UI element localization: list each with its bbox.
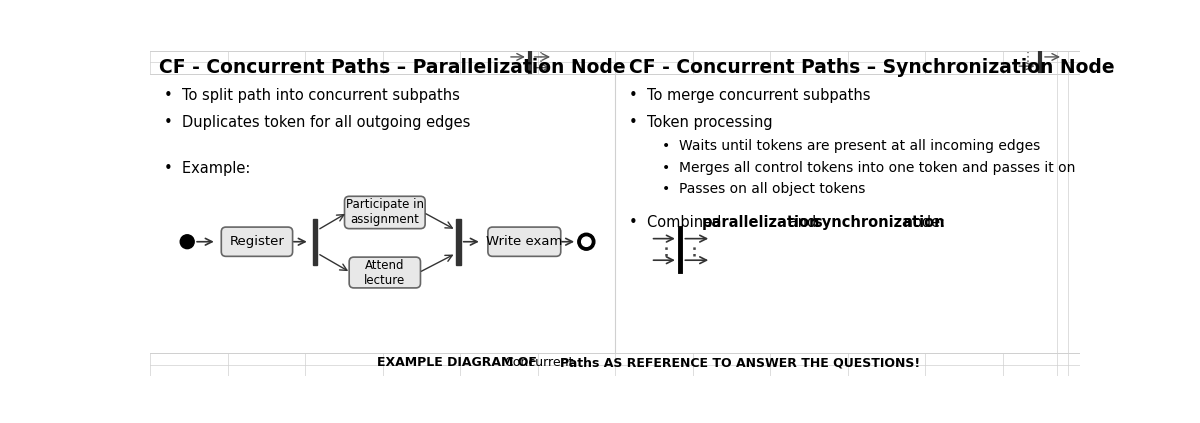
Text: Attend
lecture: Attend lecture	[365, 258, 406, 286]
Text: node:: node:	[899, 215, 944, 230]
Text: •  Token processing: • Token processing	[629, 115, 773, 130]
Text: CF - Concurrent Paths – Parallelization Node: CF - Concurrent Paths – Parallelization …	[160, 58, 626, 77]
Bar	[313, 219, 317, 265]
Text: •  Combined: • Combined	[629, 215, 726, 230]
Text: •  Waits until tokens are present at all incoming edges: • Waits until tokens are present at all …	[661, 139, 1039, 153]
Text: CF - Concurrent Paths – Synchronization Node: CF - Concurrent Paths – Synchronization …	[629, 58, 1115, 77]
Text: •  Passes on all object tokens: • Passes on all object tokens	[661, 182, 865, 196]
Text: EXAMPLE DIAGRAM OF: EXAMPLE DIAGRAM OF	[378, 356, 538, 369]
Circle shape	[578, 233, 595, 250]
Text: •  To merge concurrent subpaths: • To merge concurrent subpaths	[629, 88, 870, 103]
Text: Participate in
assignment: Participate in assignment	[346, 198, 424, 226]
Text: Concurrent: Concurrent	[504, 356, 574, 369]
Text: •  Example:: • Example:	[164, 161, 251, 176]
Text: and: and	[784, 215, 821, 230]
FancyBboxPatch shape	[488, 227, 560, 256]
Text: Register: Register	[229, 235, 284, 248]
Text: •  Duplicates token for all outgoing edges: • Duplicates token for all outgoing edge…	[164, 115, 470, 130]
Bar	[456, 219, 461, 265]
FancyBboxPatch shape	[221, 227, 293, 256]
Text: •  To split path into concurrent subpaths: • To split path into concurrent subpaths	[164, 88, 460, 103]
Circle shape	[582, 237, 592, 246]
Text: Paths AS REFERENCE TO ANSWER THE QUESTIONS!: Paths AS REFERENCE TO ANSWER THE QUESTIO…	[560, 356, 920, 369]
Text: parallelization: parallelization	[702, 215, 821, 230]
FancyBboxPatch shape	[344, 196, 425, 228]
Text: Write exam: Write exam	[486, 235, 563, 248]
Circle shape	[180, 235, 194, 249]
FancyBboxPatch shape	[349, 257, 420, 288]
Text: synchronization: synchronization	[814, 215, 946, 230]
Text: •  Merges all control tokens into one token and passes it on: • Merges all control tokens into one tok…	[661, 161, 1075, 175]
